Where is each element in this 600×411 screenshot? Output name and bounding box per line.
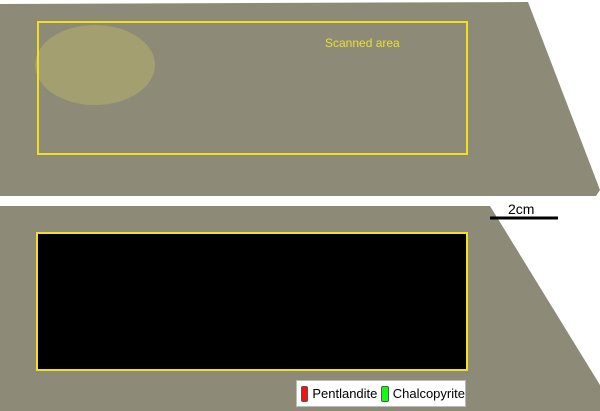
scanned-area-box — [37, 21, 468, 155]
top-sulfide-patch — [35, 25, 155, 105]
scanned-area-label: Scanned area — [325, 36, 400, 50]
chalcopyrite-swatch — [381, 385, 389, 402]
scale-bar-label: 2cm — [508, 201, 535, 217]
legend: Pentlandite Chalcopyrite — [296, 380, 466, 407]
pentlandite-swatch — [301, 385, 309, 402]
legend-chalcopyrite: Chalcopyrite — [392, 386, 465, 401]
legend-pentlandite: Pentlandite — [312, 386, 378, 401]
mineral-map — [36, 232, 468, 371]
